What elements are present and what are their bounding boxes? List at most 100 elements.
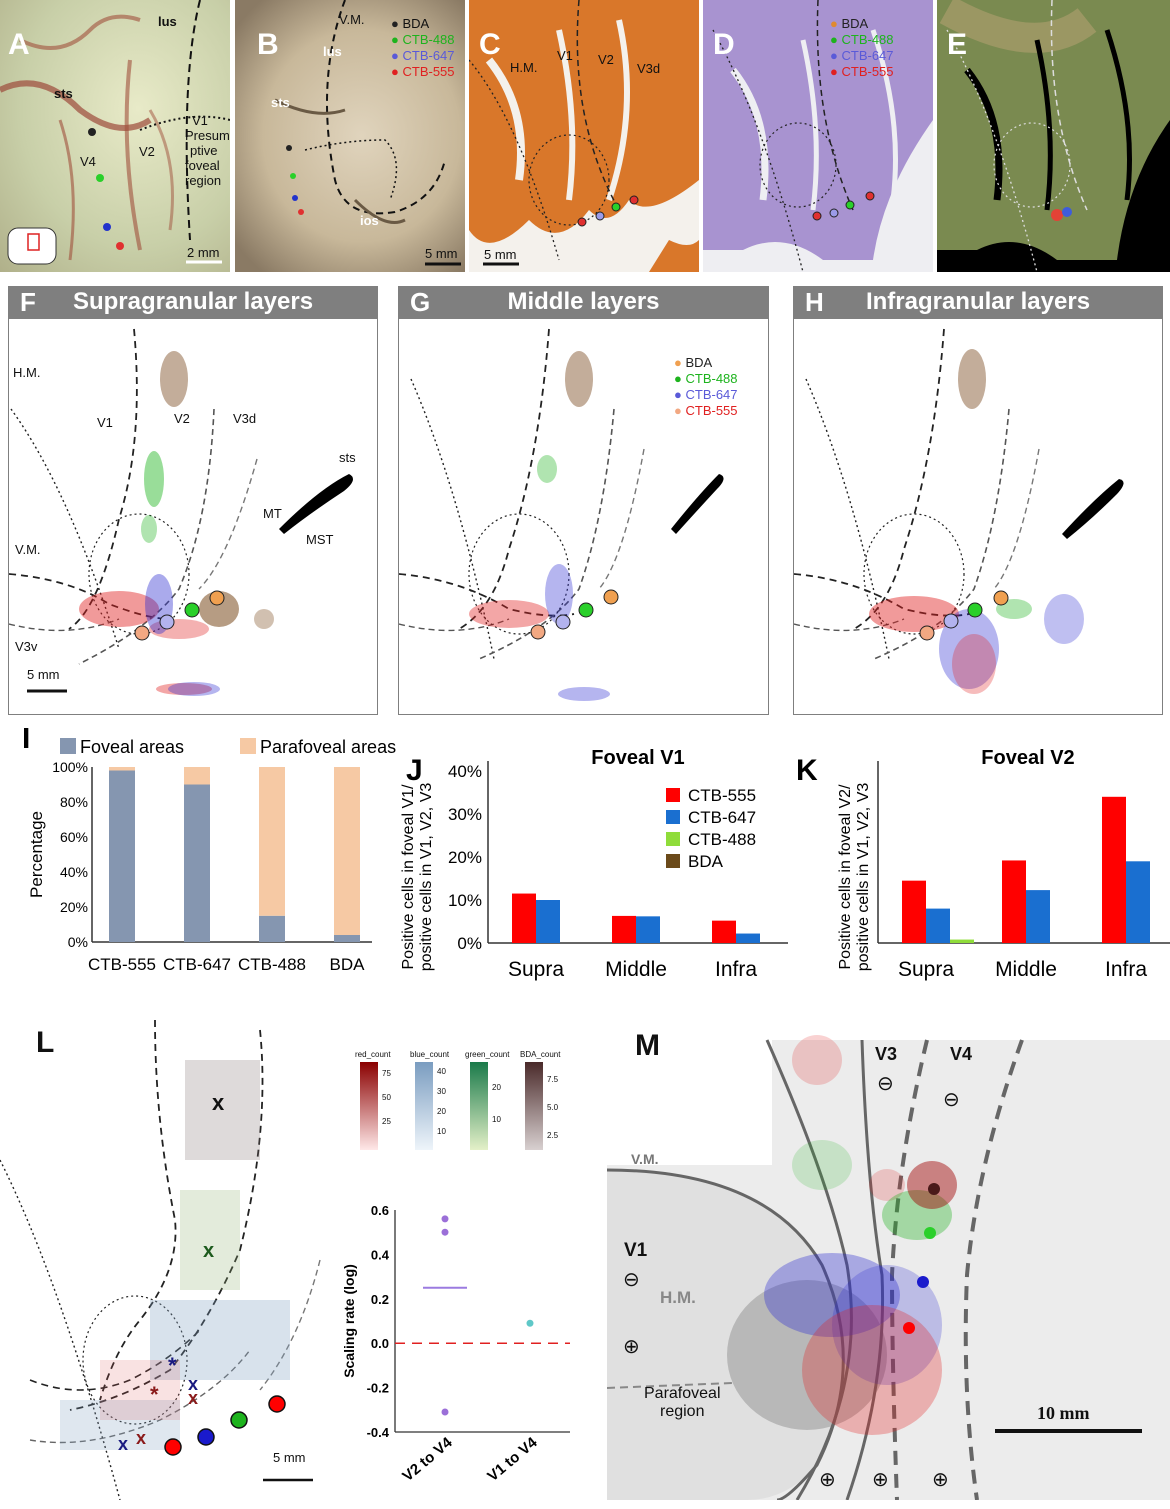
legend-swatch [666,832,680,846]
y-tick-label: -0.4 [367,1425,390,1440]
label-mt: MT [263,506,282,521]
bar-foveal [334,935,360,942]
label-v1: V1 [624,1240,648,1261]
panel-i-letter: I [22,728,30,755]
bar-ctb-647 [736,933,760,943]
panel-d-section: D ● BDA ● CTB-488 ● CTB-647 ● CTB-555 [703,0,933,272]
legend-parafoveal-swatch [240,738,256,754]
scale-bar-label: 2 mm [187,245,220,260]
legend-swatch [666,788,680,802]
panel-d-tissue [703,0,933,272]
green-label-cloud [141,451,164,543]
category-label: CTB-488 [238,955,306,974]
panel-a-photo: A lus sts V4 V2 V1 Presum- ptive foveal … [0,0,230,272]
panel-f-header: F Supragranular layers [8,286,378,318]
label-v3d: V3d [637,61,661,76]
legend-ctb555: ● CTB-555 [391,64,455,79]
label-v4: V4 [80,154,96,169]
category-label: CTB-555 [88,955,156,974]
panel-e-fluorescence: E [937,0,1170,272]
bar-ctb-647 [536,900,560,943]
panel-f-letter: F [20,287,36,317]
panel-b-sulci [274,0,461,266]
scale-bar-label: 10 mm [1037,1403,1090,1423]
chart-j: J Foveal V1 0% 10% 20% 30% 40% Positive cells i… [400,747,788,981]
bar-ctb-555 [512,893,536,943]
bar-ctb-555 [612,915,636,943]
colorbar-bda-title: BDA_count [520,1050,561,1059]
panel-f-title: Supragranular layers [72,288,314,315]
label-hm: H.M. [510,60,538,75]
scale-bar-label: 5 mm [425,246,458,261]
svg-text:x: x [203,1240,214,1262]
label-vm: V.M. [15,542,41,557]
label-lus: lus [158,14,177,29]
legend-ctb647: ● CTB-647 [674,387,738,402]
y-tick-label: 0.4 [371,1247,390,1262]
plus-icon: ⊕ [932,1469,949,1491]
panel-c-tissue [469,0,699,272]
label-mst: MST [306,532,334,547]
charts-row: I Foveal areas Parafoveal areas 0% 20% 40% 60%… [22,728,1170,981]
data-point [441,1215,449,1223]
colorbar-bda-ticks: 7.5 5.0 2.5 [547,1075,559,1140]
label-sts: sts [271,95,290,110]
panel-l-colorbars: red_count 75 50 25 blue_count 40 30 20 10 gre… [345,1050,595,1165]
legend-ctb488: ● CTB-488 [674,371,738,386]
scale-bar-label: 5 mm [27,667,60,682]
colorbar-blue-title: blue_count [410,1050,450,1059]
panel-c-letter: C [479,28,501,61]
panel-e-tissue [937,0,1170,272]
panel-a-vessels [0,0,230,265]
colorbar-blue [415,1062,433,1150]
legend-label: CTB-647 [688,808,756,827]
panel-g-header: G Middle layers [398,286,769,318]
y-tick-label: 10% [448,891,482,910]
y-axis-label-line1: Positive cells in foveal V2/ [837,784,854,970]
label-sts: sts [339,450,356,465]
legend-ctb488: ● CTB-488 [830,32,894,47]
panel-h-map [793,318,1163,715]
bar-foveal [109,770,135,942]
y-tick-label: 0% [457,934,482,953]
legend-ctb647: ● CTB-647 [830,48,894,63]
panel-b-letter: B [257,28,279,61]
bar-ctb-555 [1102,796,1126,943]
panel-d-letter: D [713,28,735,61]
y-axis-label-line1: Positive cells in foveal V1/ [400,784,417,970]
minus-icon: ⊖ [877,1073,894,1095]
label-v3: V3 [875,1044,898,1064]
panel-e-letter: E [947,28,968,61]
y-axis-label-line2: positive cells in V1, V2, V3 [418,783,435,972]
red-label-cloud [79,591,212,695]
y-axis-label-line2: positive cells in V1, V2, V3 [855,783,872,972]
panel-d-legend: ● BDA ● CTB-488 ● CTB-647 ● CTB-555 [830,16,894,80]
category-label: BDA [330,955,366,974]
category-label: CTB-647 [163,955,231,974]
panel-g-map: ● BDA ● CTB-488 ● CTB-647 ● CTB-555 [398,318,769,715]
category-label: Middle [605,958,667,981]
y-tick-label: 0.2 [371,1292,389,1307]
y-tick-label: 60% [60,829,88,845]
label-v2: V2 [139,144,155,159]
data-point [526,1319,534,1327]
chart-l-scaling-group: 0.6 0.4 0.2 0.0 -0.2 -0.4 Scaling rate (log) V2… [341,1203,570,1485]
svg-text:x: x [136,1428,146,1448]
panel-letter: K [796,754,818,787]
bar-ctb-647 [1126,861,1150,943]
legend-foveal-label: Foveal areas [80,737,184,757]
label-presumptive: Presum- [185,128,230,143]
colorbar-green [470,1062,488,1150]
label-v2: V2 [174,411,190,426]
bar-foveal [259,915,285,942]
y-tick-label: 100% [52,759,88,775]
colorbar-green-ticks: 20 10 [492,1083,501,1124]
y-tick-label: 80% [60,794,88,810]
legend-swatch [666,810,680,824]
colorbar-blue-ticks: 40 30 20 10 [437,1067,446,1136]
panel-h-header: H Infragranular layers [793,286,1163,318]
category-label: Supra [898,958,954,981]
panel-m-drawing [606,1035,1170,1502]
y-tick-label: 40% [60,864,88,880]
y-tick-label: 40% [448,762,482,781]
